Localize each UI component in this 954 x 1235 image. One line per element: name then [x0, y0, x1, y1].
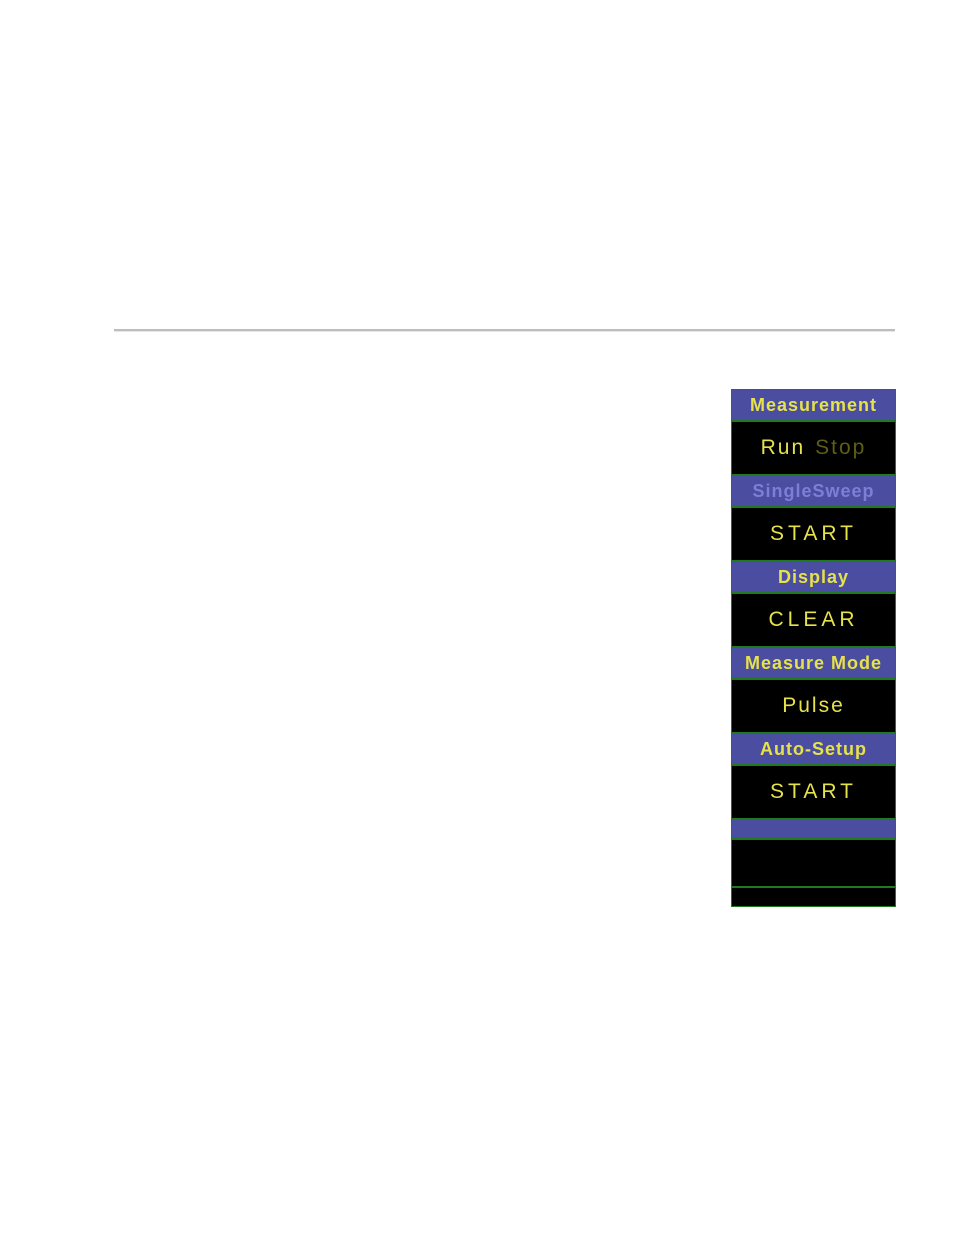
measure-mode-select[interactable]: Pulse [731, 679, 896, 733]
measurement-toggle[interactable]: Run Stop [731, 421, 896, 475]
auto-setup-start-button[interactable]: START [731, 765, 896, 819]
empty-strip [731, 887, 896, 907]
display-header: Display [731, 561, 896, 593]
empty-softkey-header [731, 819, 896, 839]
softkey-menu: Measurement Run Stop SingleSweep START D… [731, 389, 896, 907]
horizontal-rule [114, 329, 895, 332]
empty-softkey [731, 839, 896, 887]
measurement-header: Measurement [731, 389, 896, 421]
singlesweep-header: SingleSweep [731, 475, 896, 507]
auto-setup-header: Auto-Setup [731, 733, 896, 765]
measurement-stop-option: Stop [815, 436, 866, 460]
singlesweep-start-button[interactable]: START [731, 507, 896, 561]
measure-mode-header: Measure Mode [731, 647, 896, 679]
measurement-run-option: Run [761, 436, 806, 460]
display-clear-button[interactable]: CLEAR [731, 593, 896, 647]
page: Measurement Run Stop SingleSweep START D… [0, 0, 954, 1235]
